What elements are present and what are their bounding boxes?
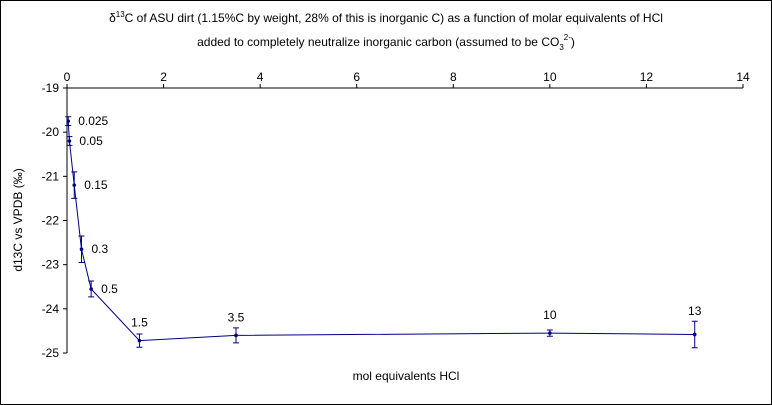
data-label: 1.5	[131, 316, 148, 330]
data-point	[66, 119, 71, 123]
title-sup: 2-	[564, 33, 571, 42]
data-point	[72, 183, 77, 187]
data-point	[137, 338, 142, 343]
x-tick-label: 10	[543, 70, 557, 84]
x-tick-label: 0	[64, 70, 71, 84]
title-sub: 3	[559, 43, 564, 52]
data-point	[548, 331, 552, 335]
x-tick-label: 2	[160, 70, 167, 84]
x-tick-label: 4	[257, 70, 264, 84]
y-tick-label: -23	[42, 258, 60, 272]
y-tick-label: -19	[42, 81, 60, 95]
data-point	[234, 333, 238, 338]
title-sup: 13	[116, 10, 125, 19]
data-label: 0.05	[79, 134, 103, 148]
x-axis-label: mol equivalents HCl	[353, 369, 460, 383]
data-point	[692, 332, 697, 337]
x-tick-label: 12	[640, 70, 654, 84]
data-label: 0.025	[78, 114, 108, 128]
chart-title: added to completely neutralize inorganic…	[197, 33, 575, 52]
data-label: 13	[688, 304, 702, 318]
data-label: 0.15	[84, 178, 108, 192]
data-label: 3.5	[228, 310, 245, 324]
y-tick-label: -24	[42, 302, 60, 316]
x-tick-label: 14	[736, 70, 750, 84]
x-tick-label: 8	[450, 70, 457, 84]
title-part: added to completely neutralize inorganic…	[197, 35, 559, 49]
data-point	[67, 139, 72, 143]
y-tick-label: -21	[42, 169, 60, 183]
title-part: )	[571, 35, 575, 49]
data-label: 0.3	[91, 242, 108, 256]
title-part: δ	[109, 11, 116, 25]
data-label: 10	[543, 308, 557, 322]
y-tick-label: -20	[42, 125, 60, 139]
chart-title: δ13C of ASU dirt (1.15%C by weight, 28% …	[109, 10, 663, 25]
y-tick-label: -25	[42, 346, 60, 360]
y-axis-label: d13C vs VPDB (‰)	[11, 168, 25, 271]
x-tick-label: 6	[353, 70, 360, 84]
data-label: 0.5	[101, 282, 118, 296]
y-tick-label: -22	[42, 214, 60, 228]
data-point	[79, 247, 84, 252]
data-point	[89, 287, 93, 291]
title-part: C of ASU dirt (1.15%C by weight, 28% of …	[125, 11, 663, 25]
